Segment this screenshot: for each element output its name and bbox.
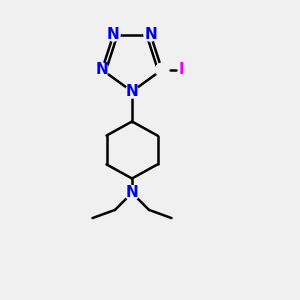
Text: N: N — [107, 27, 120, 42]
Circle shape — [144, 28, 157, 41]
Text: N: N — [96, 62, 108, 77]
Circle shape — [125, 85, 139, 98]
Circle shape — [125, 186, 139, 200]
Circle shape — [155, 63, 169, 76]
Circle shape — [107, 28, 120, 41]
Text: N: N — [144, 27, 157, 42]
Text: I: I — [178, 62, 184, 77]
Circle shape — [95, 63, 109, 76]
Text: N: N — [126, 185, 138, 200]
Text: N: N — [126, 84, 138, 99]
